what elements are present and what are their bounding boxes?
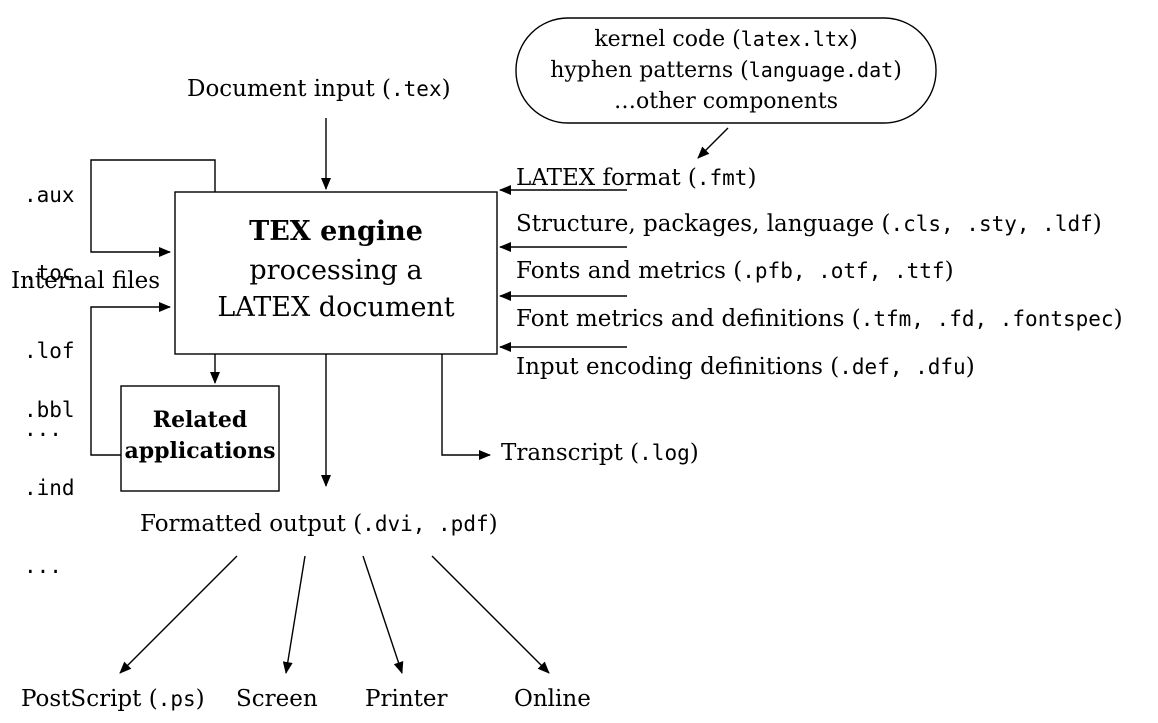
related-line-1: Related [152,407,248,433]
kernel-line-2: hyphen patterns (language.dat) [550,58,902,83]
aux-file: .toc [24,261,75,285]
printer-arrow [362,555,404,674]
aux-file: ... [24,417,62,441]
input-font-metrics-label: Font metrics and definitions (.tfm, .fd,… [516,306,1123,332]
engine-line-2: processing a [249,255,423,286]
tex-engine-box [174,191,498,355]
aux-file: .lof [24,339,75,363]
aux-loop-arrow [90,159,216,257]
online-arrow [431,555,550,674]
bbl-file: .ind [24,476,75,500]
bbl-file: .bbl [24,398,75,422]
engine-title: TEX engine [249,216,423,247]
kernel-box-text: kernel code (latex.ltx) hyphen patterns … [516,24,936,117]
bbl-files-list: .bbl .ind ... [24,345,75,631]
output-printer-label: Printer [365,686,448,712]
kernel-line-1: kernel code (latex.ltx) [594,27,858,52]
output-online-label: Online [514,686,591,712]
kernel-box [515,17,937,124]
transcript-label: Transcript (.log) [501,440,699,466]
output-postscript-label: PostScript (.ps) [21,686,205,712]
input-fonts-label: Fonts and metrics (.pfb, .otf, .ttf) [516,258,954,284]
bbl-file: ... [24,554,62,578]
postscript-arrow [119,555,238,674]
input-encoding-label: Input encoding definitions (.def, .dfu) [516,354,975,380]
input-structure-label: Structure, packages, language (.cls, .st… [516,211,1102,237]
screen-arrow [282,555,306,674]
aux-file: .aux [24,183,75,207]
engine-line-3: LATEX document [217,292,455,323]
transcript-arrow [441,354,491,460]
related-applications-box [120,385,280,492]
kernel-format-arrow [697,127,729,159]
input-fmt-label: LATEX format (.fmt) [516,165,757,191]
internal-files-label: Internal files [11,268,161,294]
bbl-loop-arrow [90,302,171,456]
document-input-label: Document input (.tex) [187,76,451,102]
formatted-output-label: Formatted output (.dvi, .pdf) [140,511,498,537]
related-line-2: applications [124,438,276,464]
tex-engine-text: TEX engine processing a LATEX document [175,212,497,326]
aux-files-list: .aux .toc .lof ... [24,130,75,494]
output-screen-label: Screen [236,686,318,712]
kernel-line-3: …other components [613,89,839,114]
related-applications-text: Related applications [121,405,279,467]
